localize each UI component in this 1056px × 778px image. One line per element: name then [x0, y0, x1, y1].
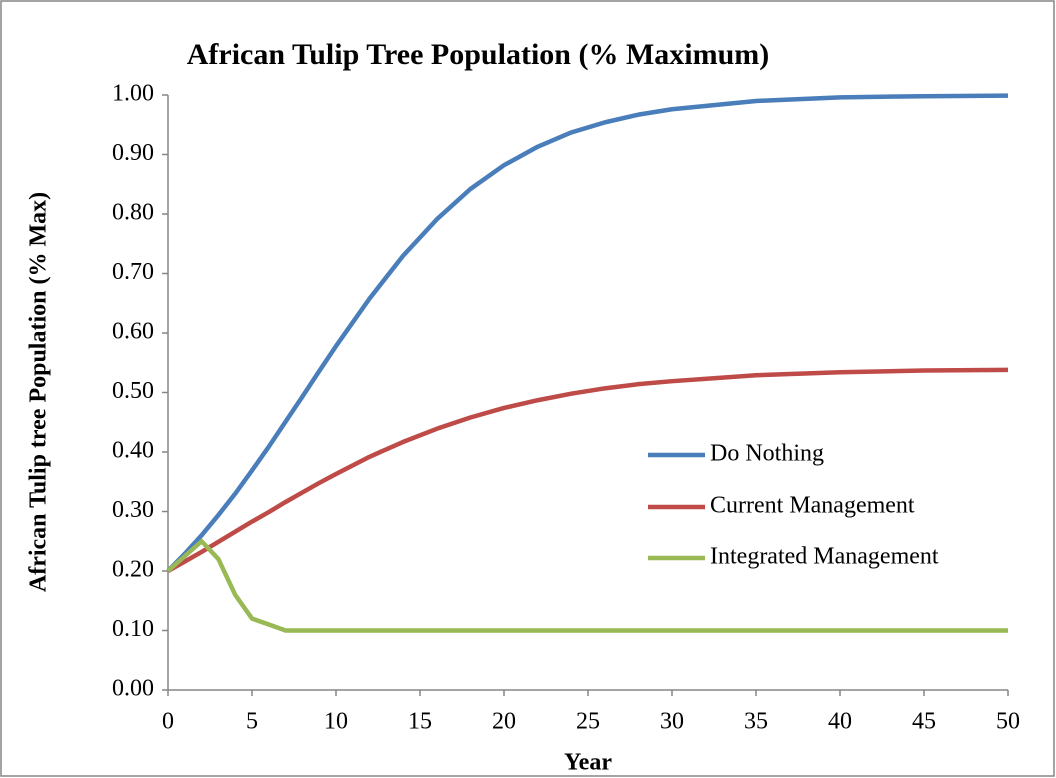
legend-label: Do Nothing — [710, 441, 824, 467]
x-tick-label: 35 — [744, 709, 768, 735]
y-tick-label: 0.60 — [112, 319, 154, 345]
y-tick-label: 0.70 — [112, 259, 154, 285]
x-tick-label: 30 — [660, 709, 684, 735]
chart-title: African Tulip Tree Population (% Maximum… — [187, 38, 770, 71]
legend-label: Integrated Management — [710, 544, 939, 570]
x-tick-label: 0 — [162, 709, 174, 735]
y-tick-label: 0.30 — [112, 497, 154, 523]
y-tick-label: 0.50 — [112, 378, 154, 404]
y-tick-label: 0.80 — [112, 200, 154, 226]
y-tick-label: 0.20 — [112, 557, 154, 583]
x-tick-label: 10 — [324, 709, 348, 735]
x-tick-label: 15 — [408, 709, 432, 735]
x-tick-label: 5 — [246, 709, 258, 735]
x-tick-label: 40 — [828, 709, 852, 735]
x-tick-label: 20 — [492, 709, 516, 735]
series-line — [166, 367, 1009, 573]
legend-label: Current Management — [710, 493, 915, 519]
y-tick-label: 0.00 — [112, 676, 154, 702]
y-tick-label: 0.10 — [112, 616, 154, 642]
series-line — [166, 93, 1009, 573]
x-tick-label: 45 — [912, 709, 936, 735]
x-axis-label: Year — [564, 750, 612, 776]
y-tick-label: 0.90 — [112, 140, 154, 166]
x-tick-label: 25 — [576, 709, 600, 735]
x-tick-label: 50 — [996, 709, 1020, 735]
y-axis-label: African Tulip tree Population (% Max) — [26, 192, 52, 592]
y-tick-label: 0.40 — [112, 438, 154, 464]
series-line — [166, 539, 1008, 633]
y-tick-label: 1.00 — [112, 81, 154, 107]
